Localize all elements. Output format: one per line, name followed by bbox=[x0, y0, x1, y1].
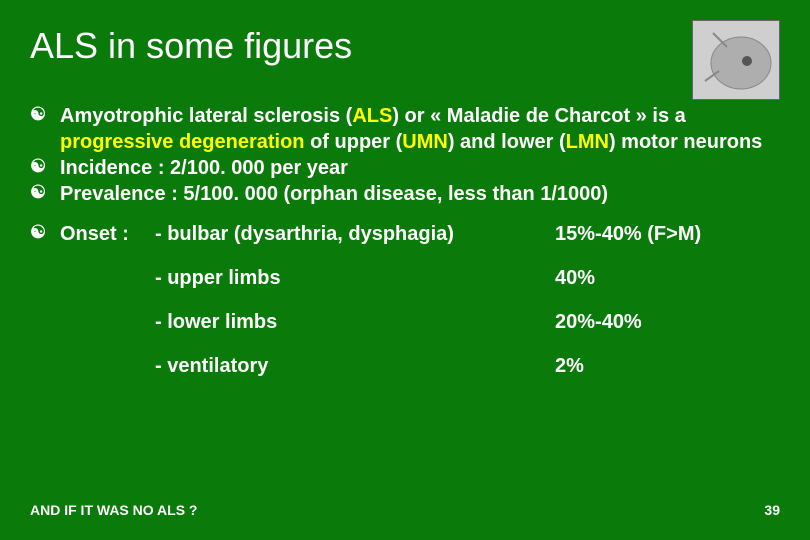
onset-percentage: 15%-40% (F>M) bbox=[555, 221, 780, 247]
bullet-item: Prevalence : 5/100. 000 (orphan disease,… bbox=[30, 181, 780, 207]
slide-footer: AND IF IT WAS NO ALS ? 39 bbox=[30, 502, 780, 518]
onset-label bbox=[60, 265, 155, 291]
onset-label bbox=[60, 353, 155, 379]
highlight-text: ALS bbox=[352, 105, 392, 127]
cell-microscopy-image bbox=[692, 20, 780, 100]
slide-title: ALS in some figures bbox=[30, 25, 780, 67]
bullet-text: ) or « Maladie de Charcot » is a bbox=[392, 105, 685, 127]
onset-item: - ventilatory bbox=[155, 353, 555, 379]
onset-item: - bulbar (dysarthria, dysphagia) bbox=[155, 221, 555, 247]
onset-table: Onset :- bulbar (dysarthria, dysphagia)1… bbox=[30, 221, 780, 379]
onset-label: Onset : bbox=[60, 221, 155, 247]
bullet-text: ) and lower ( bbox=[448, 131, 566, 153]
highlight-text: progressive degeneration bbox=[60, 131, 305, 153]
onset-item: - lower limbs bbox=[155, 309, 555, 335]
bullet-item: Incidence : 2/100. 000 per year bbox=[30, 155, 780, 181]
onset-percentage: 40% bbox=[555, 265, 780, 291]
onset-item: - upper limbs bbox=[155, 265, 555, 291]
highlight-text: LMN bbox=[566, 131, 609, 153]
slide-number: 39 bbox=[764, 502, 780, 518]
onset-percentage: 20%-40% bbox=[555, 309, 780, 335]
onset-row: - upper limbs40% bbox=[30, 265, 780, 291]
onset-row: Onset :- bulbar (dysarthria, dysphagia)1… bbox=[30, 221, 780, 247]
bullet-text: of upper ( bbox=[305, 131, 403, 153]
bullet-text: Incidence : 2/100. 000 per year bbox=[60, 157, 348, 179]
bullet-item: Amyotrophic lateral sclerosis (ALS) or «… bbox=[30, 103, 780, 155]
bullet-text: ) motor neurons bbox=[609, 131, 762, 153]
onset-row: - ventilatory2% bbox=[30, 353, 780, 379]
onset-row: - lower limbs20%-40% bbox=[30, 309, 780, 335]
footer-text: AND IF IT WAS NO ALS ? bbox=[30, 502, 197, 518]
highlight-text: UMN bbox=[402, 131, 448, 153]
bullet-text: Amyotrophic lateral sclerosis ( bbox=[60, 105, 352, 127]
bullet-text: Prevalence : 5/100. 000 (orphan disease,… bbox=[60, 183, 608, 205]
onset-percentage: 2% bbox=[555, 353, 780, 379]
bullet-list: Amyotrophic lateral sclerosis (ALS) or «… bbox=[30, 103, 780, 207]
onset-label bbox=[60, 309, 155, 335]
